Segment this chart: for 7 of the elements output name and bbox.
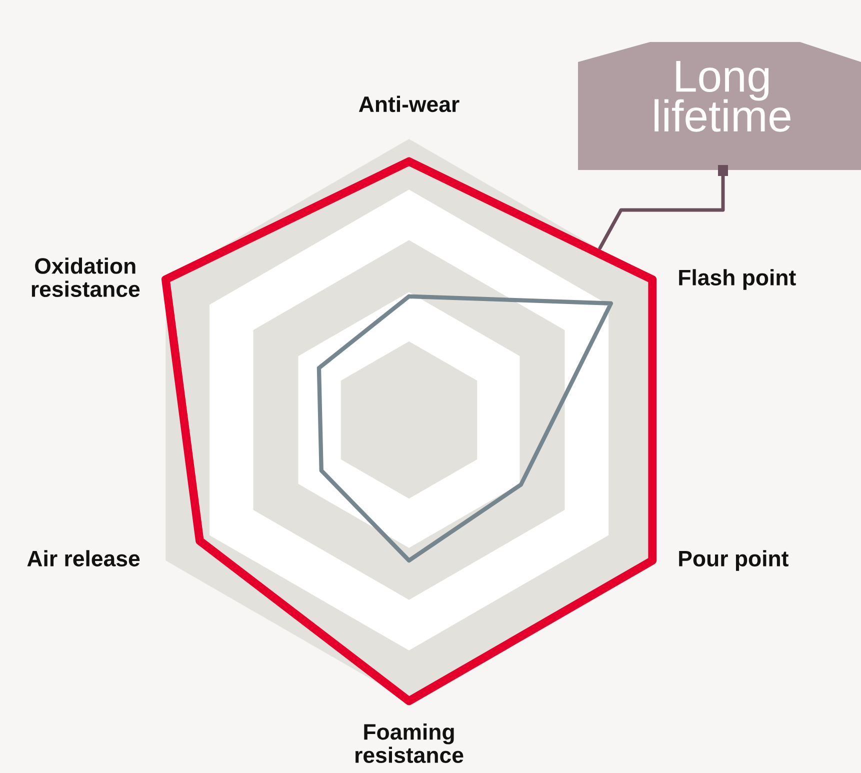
spoke-label: Foaming resistance xyxy=(355,723,464,764)
spoke-label: Pour point xyxy=(679,550,788,571)
spoke-label: Oxidation resistance xyxy=(32,258,140,298)
text: Long lifetime xyxy=(654,61,790,132)
spoke-label: Anti-wear xyxy=(358,96,460,112)
spoke-label: Air release xyxy=(27,550,140,566)
spoke-label: Flash point xyxy=(679,269,796,290)
